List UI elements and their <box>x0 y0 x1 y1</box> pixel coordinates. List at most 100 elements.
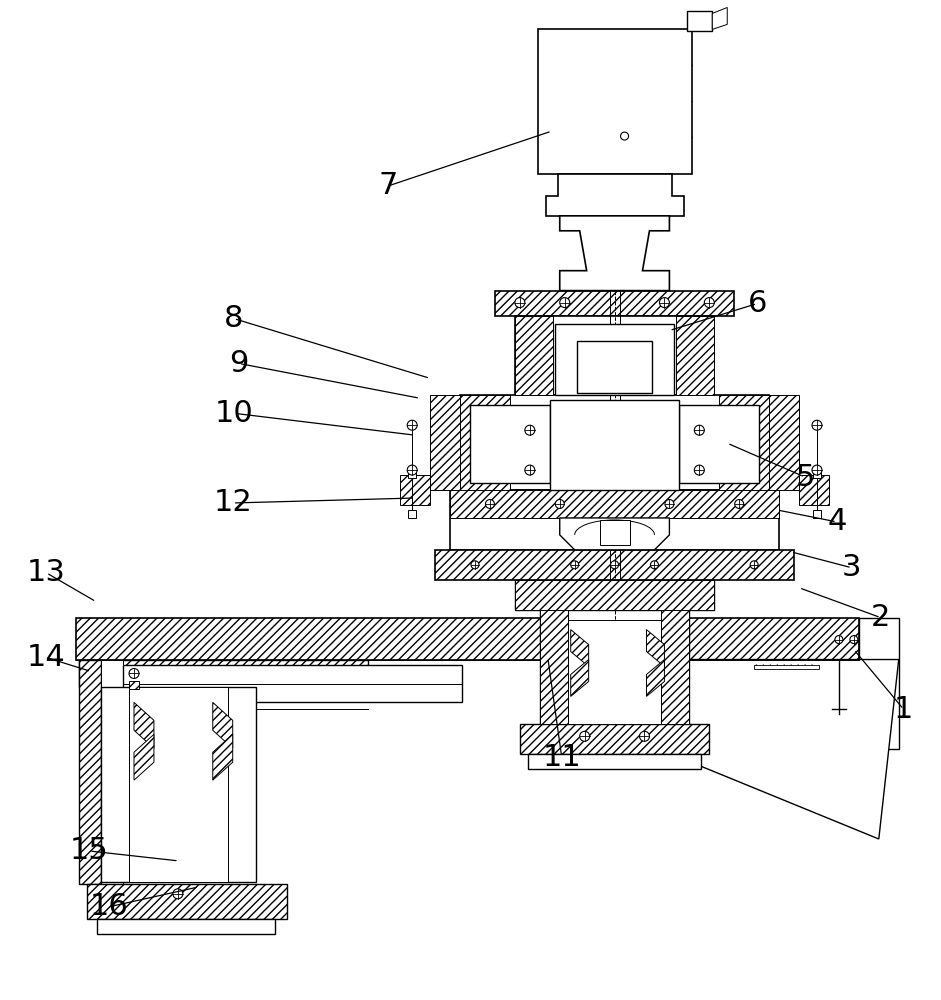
Polygon shape <box>538 29 693 174</box>
Circle shape <box>640 731 649 741</box>
Polygon shape <box>754 665 819 669</box>
Polygon shape <box>134 734 154 780</box>
Polygon shape <box>79 660 101 884</box>
Circle shape <box>173 889 183 899</box>
Text: 14: 14 <box>27 643 66 672</box>
Circle shape <box>611 561 618 569</box>
Polygon shape <box>555 324 675 395</box>
Polygon shape <box>813 470 821 478</box>
Circle shape <box>812 420 821 430</box>
Polygon shape <box>560 216 669 291</box>
Polygon shape <box>213 734 232 780</box>
Polygon shape <box>515 316 552 395</box>
Text: 4: 4 <box>827 507 847 536</box>
Polygon shape <box>400 475 430 505</box>
Polygon shape <box>134 702 154 748</box>
Polygon shape <box>719 395 769 490</box>
Polygon shape <box>859 618 899 749</box>
Circle shape <box>560 298 569 308</box>
Circle shape <box>407 420 417 430</box>
Text: 11: 11 <box>542 743 582 772</box>
Polygon shape <box>79 660 368 687</box>
Polygon shape <box>515 580 714 610</box>
Polygon shape <box>769 395 799 490</box>
Polygon shape <box>408 470 416 478</box>
Text: 1: 1 <box>894 695 914 724</box>
Text: 5: 5 <box>795 463 815 492</box>
Polygon shape <box>660 660 899 839</box>
Polygon shape <box>570 630 589 667</box>
Polygon shape <box>599 520 630 545</box>
Polygon shape <box>88 884 287 919</box>
Polygon shape <box>430 395 460 490</box>
Polygon shape <box>101 660 123 884</box>
Circle shape <box>515 298 525 308</box>
Polygon shape <box>129 681 139 689</box>
Polygon shape <box>646 660 664 696</box>
Circle shape <box>665 500 674 508</box>
Polygon shape <box>646 630 664 667</box>
Text: 16: 16 <box>89 892 128 921</box>
Polygon shape <box>76 618 859 660</box>
Circle shape <box>660 298 669 308</box>
Polygon shape <box>679 405 759 483</box>
Circle shape <box>694 465 704 475</box>
Polygon shape <box>460 395 769 490</box>
Polygon shape <box>799 475 829 505</box>
Circle shape <box>735 500 743 508</box>
Circle shape <box>620 132 629 140</box>
Text: 8: 8 <box>224 304 244 333</box>
Polygon shape <box>662 610 690 724</box>
Text: 12: 12 <box>214 488 252 517</box>
Text: 3: 3 <box>842 553 862 582</box>
Circle shape <box>471 561 479 569</box>
Circle shape <box>486 500 494 508</box>
Text: 6: 6 <box>747 289 767 318</box>
Circle shape <box>129 669 139 678</box>
Circle shape <box>555 500 565 508</box>
Text: 9: 9 <box>229 349 248 378</box>
Polygon shape <box>540 610 690 724</box>
Polygon shape <box>515 580 714 610</box>
Circle shape <box>812 465 821 475</box>
Polygon shape <box>540 610 567 724</box>
Polygon shape <box>101 687 256 882</box>
Polygon shape <box>495 291 734 316</box>
Polygon shape <box>213 702 232 748</box>
Circle shape <box>570 561 579 569</box>
Polygon shape <box>570 660 589 696</box>
Polygon shape <box>519 724 710 754</box>
Text: 13: 13 <box>27 558 66 587</box>
Polygon shape <box>567 620 662 724</box>
Polygon shape <box>450 490 779 518</box>
Polygon shape <box>470 405 550 483</box>
Polygon shape <box>408 510 416 518</box>
Polygon shape <box>560 518 669 550</box>
Circle shape <box>704 298 714 308</box>
Circle shape <box>525 465 534 475</box>
Polygon shape <box>97 919 275 934</box>
Polygon shape <box>546 174 684 216</box>
Circle shape <box>835 636 843 644</box>
Polygon shape <box>550 400 679 490</box>
Polygon shape <box>813 510 821 518</box>
Polygon shape <box>460 395 510 490</box>
Circle shape <box>580 731 590 741</box>
Text: 7: 7 <box>378 171 398 200</box>
Circle shape <box>750 561 758 569</box>
Text: 10: 10 <box>215 399 253 428</box>
Polygon shape <box>515 316 714 395</box>
Polygon shape <box>687 11 712 31</box>
Polygon shape <box>435 550 794 580</box>
Circle shape <box>407 465 417 475</box>
Circle shape <box>525 425 534 435</box>
Polygon shape <box>528 754 701 769</box>
Polygon shape <box>123 665 462 702</box>
Text: 15: 15 <box>70 836 108 865</box>
Text: 2: 2 <box>871 603 890 632</box>
Polygon shape <box>129 687 228 882</box>
Polygon shape <box>712 7 727 29</box>
Polygon shape <box>577 341 652 393</box>
Circle shape <box>850 636 858 644</box>
Circle shape <box>694 425 704 435</box>
